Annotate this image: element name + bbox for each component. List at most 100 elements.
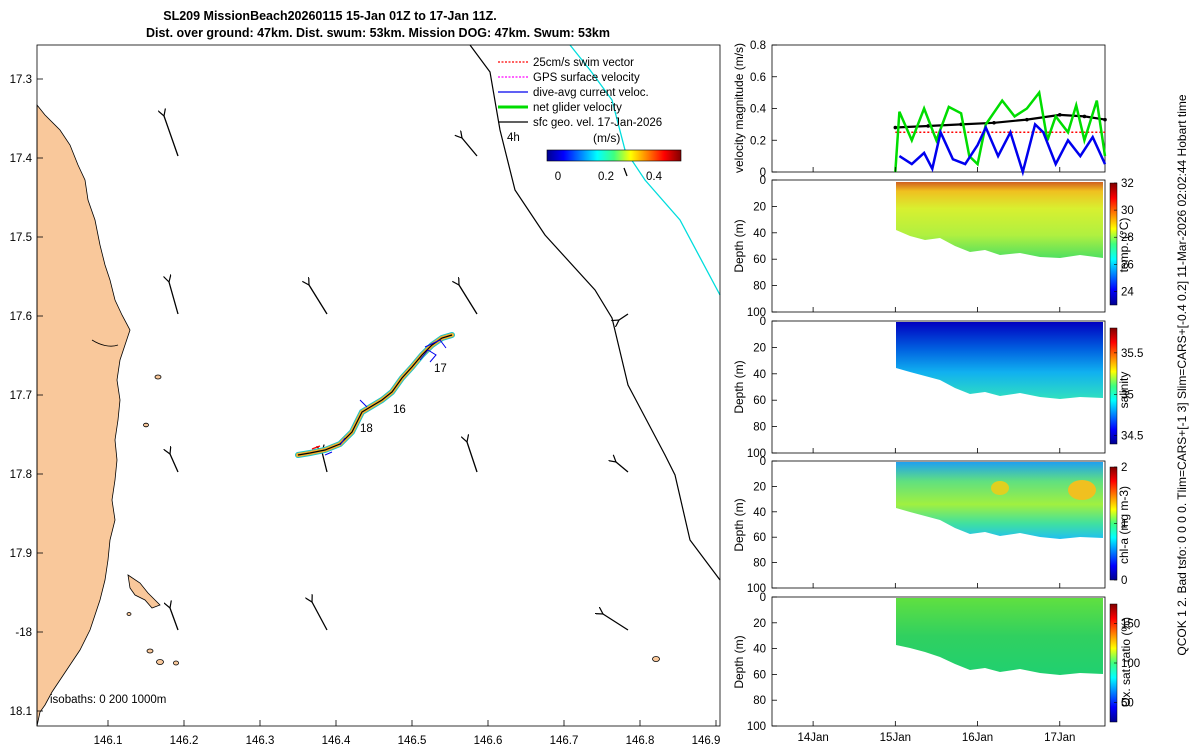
salinity-section [896,322,1103,399]
depth-ytick: 20 [753,481,766,493]
geo-velocity-arrows [164,116,629,631]
depth-ytick: 80 [753,695,766,707]
island-small-5 [173,660,179,666]
island-small-7 [126,612,132,616]
depth-ytick: 80 [753,281,766,293]
lon-tick: 146.6 [474,735,503,747]
chl-section [896,462,1103,539]
colorbar-tick: 0.2 [598,171,614,183]
lon-tick: 146.5 [398,735,427,747]
cbar-tick: 2 [1121,462,1127,474]
temperature-yticks: 0 20 40 60 80 100 [747,175,777,319]
cbar-tick: 30 [1121,205,1134,217]
velocity-yticks: 0 0.2 0.4 0.6 0.8 [750,40,777,179]
island-small-6 [652,656,660,662]
velocity-point [1057,113,1062,117]
geo-arrow [623,167,628,177]
chl-cbar-ticks: 0 1 2 [1114,462,1127,587]
salinity-cbar-label: salinity [1117,372,1131,409]
velocity-point [926,124,931,128]
lat-tick: 17.3 [10,74,32,86]
depth-ytick: 100 [747,307,766,319]
cbar-tick: 50 [1121,697,1134,709]
island-small-3 [146,648,154,654]
river-outline [91,339,119,347]
depth-ytick: 40 [753,369,766,381]
salinity-panel: salinity Depth (m) 0 20 40 60 80 100 34.5 35 35… [732,316,1143,460]
isobaths-label: isobaths: 0 200 1000m [50,694,166,706]
velocity-point [1103,117,1107,122]
island-small-4 [156,659,164,665]
geo-arrow [459,285,478,315]
depth-ytick: 40 [753,644,766,656]
glider-track [295,332,455,458]
temperature-section [896,182,1103,258]
velocity-panel: 0 0.2 0.4 0.6 0.8 velocity magnitude (m/s) [732,40,1107,179]
geo-arrow [322,452,328,473]
lat-tick: 17.7 [10,390,32,402]
velocity-ytick: 0 [760,167,766,179]
geo-arrow [312,602,328,631]
chl-yticks: 0 20 40 60 80 100 [747,456,777,595]
geo-arrow [170,454,179,473]
depth-ytick: 100 [747,721,766,733]
legend-swim-vector: 25cm/s swim vector [533,57,634,69]
lat-tick: 17.4 [10,153,33,165]
lat-ticks: 17.3 17.4 17.5 17.6 17.7 17.8 17.9 -18 1… [10,74,33,718]
depth-ytick: 100 [747,448,766,460]
colorbar-tick: 0 [555,171,561,183]
time-xtick: 15Jan [880,732,911,744]
day-label-18: 18 [360,423,373,435]
day-label-16: 16 [393,404,406,416]
oxygen-panel: Ox. sat. ratio (%) Depth (m) 02040608010… [732,167,1140,744]
temperature-cbar-ticks: 24 26 28 30 32 [1114,178,1134,298]
depth-ytick: 80 [753,422,766,434]
depth-ytick: 40 [753,507,766,519]
depth-ytick: 0 [760,456,766,468]
velocity-series-line-2 [894,89,1107,173]
lon-tick: 146.4 [322,735,351,747]
lon-tick: 146.9 [692,735,721,747]
temperature-ylabel: Depth (m) [732,219,746,272]
lat-tick: 17.6 [10,311,32,323]
cbar-tick: 35.5 [1121,348,1143,360]
lat-tick: 17.8 [10,469,32,481]
speed-colorbar [546,149,682,162]
depth-ytick: 40 [753,228,766,240]
cbar-tick: 0 [1121,575,1127,587]
legend-gps-velocity: GPS surface velocity [533,72,640,84]
cbar-tick: 32 [1121,178,1134,190]
velocity-series-line-3 [898,122,1107,177]
geo-arrow [169,282,179,315]
depth-ytick: 0 [760,592,766,604]
lon-tick: 146.1 [94,735,123,747]
velocity-point [1025,117,1029,122]
oxygen-section [896,598,1103,675]
title-line-2: Dist. over ground: 47km. Dist. swum: 53k… [146,26,610,40]
legend-dive-avg-current: dive-avg current veloc. [533,87,649,99]
cbar-tick: 34.5 [1121,431,1143,443]
lat-tick: 17.5 [10,232,32,244]
velocity-point [992,120,996,125]
geo-arrow [164,116,179,157]
depth-ytick: 20 [753,342,766,354]
temperature-panel: temp. (°C) Depth (m) 0 20 40 60 80 100 24 26 28… [732,175,1134,319]
map-legend: 25cm/s swim vector GPS surface velocity … [498,57,682,183]
velocity-point [1082,114,1087,119]
lat-tick: -18 [15,627,32,639]
depth-ytick: 60 [753,669,766,681]
oxygen-yticks: 0 20 40 60 80 100 [747,592,777,733]
velocity-ytick: 0.8 [750,40,766,52]
cbar-tick: 1 [1121,519,1127,531]
velocity-ytick: 0.6 [750,72,766,84]
geo-arrow [462,138,478,157]
velocity-ytick: 0.2 [750,135,766,147]
island-small-1 [154,374,162,380]
lon-ticks: 146.1 146.2 146.3 146.4 146.5 146.6 146.… [94,735,721,747]
chl-patch [991,481,1009,495]
geo-arrow [467,442,478,473]
time-xtick: 16Jan [962,732,993,744]
depth-ytick: 0 [760,316,766,328]
cbar-tick: 24 [1121,286,1134,298]
map-panel: 17 16 18 25cm/s swim vector GPS surface … [10,44,721,747]
